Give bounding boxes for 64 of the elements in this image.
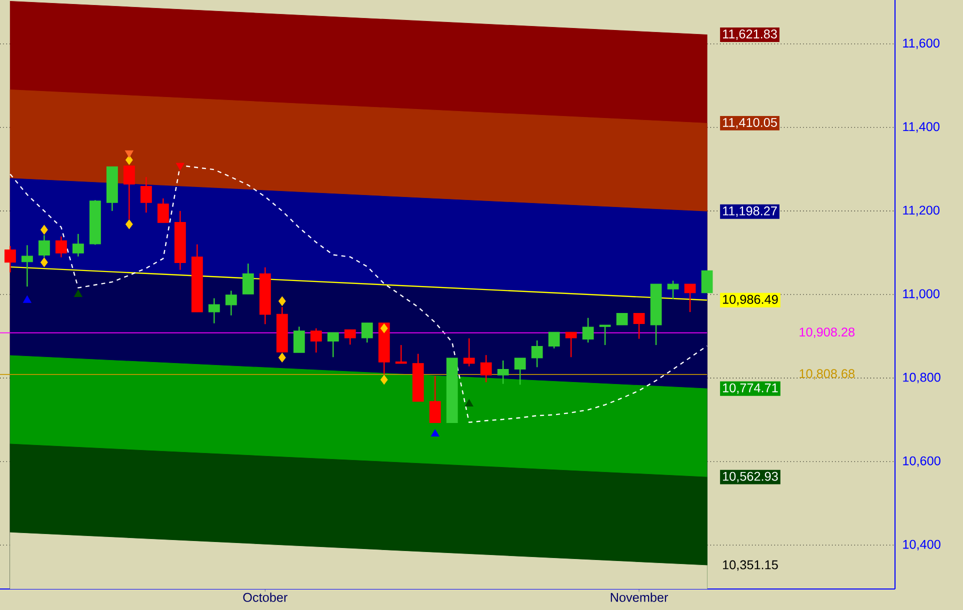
y-tick-label: 11,200 [903, 206, 940, 216]
point [40, 224, 48, 235]
candlestick [497, 360, 509, 384]
x-tick-label: November [610, 592, 668, 602]
y-tick-label: 11,600 [903, 38, 940, 50]
point [380, 324, 388, 334]
candlestick [208, 298, 220, 324]
data-label: 10,562.93 [723, 472, 778, 482]
data-label: 10,351.15 [723, 560, 778, 571]
candlestick [429, 375, 441, 424]
point [22, 296, 32, 303]
point [124, 150, 134, 158]
candlestick [293, 326, 305, 354]
y-tick-label: 10,600 [903, 456, 940, 467]
candlestick [701, 270, 713, 294]
candlestick [157, 198, 169, 224]
candlestick [667, 280, 679, 300]
candlestick [21, 244, 33, 288]
data-label: 11,410.05 [723, 118, 777, 128]
candlestick [242, 262, 254, 295]
candlestick [55, 236, 67, 258]
point [176, 162, 184, 170]
candlestick [633, 312, 645, 340]
point [125, 155, 133, 165]
candlestick [684, 283, 696, 313]
point [40, 258, 48, 268]
ref-line-label: 10,808.68 [800, 369, 855, 380]
candlestick [616, 313, 628, 326]
point [430, 429, 440, 437]
data-label: 11,621.83 [723, 30, 777, 40]
data-label: 10,986.49 [723, 294, 778, 306]
candlestick [361, 322, 373, 344]
x-tick-label: October [243, 592, 288, 602]
point [380, 374, 388, 385]
candlestick [4, 245, 16, 273]
point [278, 352, 286, 362]
candlestick [548, 331, 560, 349]
y-tick-label: 10,800 [903, 372, 940, 384]
ref-line-label: 10,908.28 [800, 328, 855, 338]
candlestick [531, 340, 543, 368]
candlestick [395, 344, 407, 364]
point [74, 290, 82, 298]
point [464, 399, 474, 406]
candlestick [514, 357, 526, 386]
data-label: 11,198.27 [723, 206, 777, 217]
candlestick [582, 317, 594, 344]
y-tick-label: 11,000 [903, 289, 940, 300]
candlestick [225, 290, 237, 316]
y-tick-label: 10,400 [903, 540, 940, 550]
data-label: 10,774.71 [723, 383, 778, 394]
candlestick [327, 332, 339, 358]
candlestick [565, 331, 577, 358]
candlestick [344, 328, 356, 346]
candlestick [123, 165, 135, 220]
point [125, 220, 133, 230]
candlestick [480, 354, 492, 383]
candlestick [72, 233, 84, 258]
candlestick [38, 234, 50, 258]
candlestick [463, 338, 475, 367]
point [278, 296, 286, 306]
candlestick [599, 324, 611, 346]
candlestick [310, 328, 322, 354]
y-tick-label: 11,400 [903, 122, 940, 133]
candlestick [140, 176, 152, 214]
